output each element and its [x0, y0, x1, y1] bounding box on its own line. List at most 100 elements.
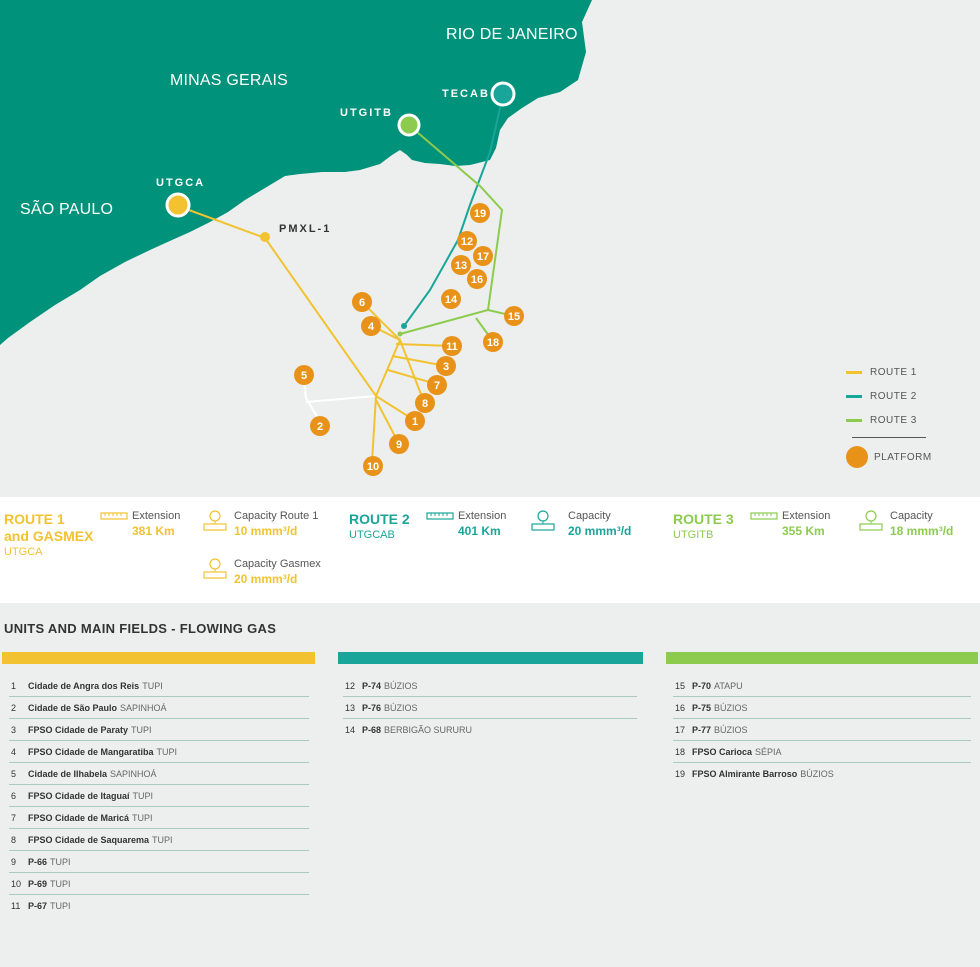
fields-title: UNITS AND MAIN FIELDS - FLOWING GAS	[4, 621, 277, 636]
route2-capacity-label: Capacity	[568, 510, 611, 522]
junction-route2	[401, 323, 407, 329]
field-row: 18 FPSO Carioca SÉPIA	[673, 741, 971, 763]
field-number: 19	[675, 768, 686, 779]
field-number: 18	[675, 746, 686, 757]
route2-heading: ROUTE 2 UTGCAB	[349, 511, 410, 542]
field-number: 11	[11, 900, 21, 911]
field-row: 6 FPSO Cidade de Itaguaí TUPI	[9, 785, 309, 807]
platform-number-10: 10	[367, 461, 379, 473]
field-row: 15 P-70 ATAPU	[673, 675, 971, 697]
route3-extension-value: 355 Km	[782, 524, 825, 538]
route3-swatch	[846, 418, 862, 422]
platform-18	[483, 332, 503, 352]
label-utgitb: UTGITB	[340, 107, 393, 119]
legend-platform: PLATFORM	[846, 445, 936, 469]
field-row: 14 P-68 BERBIGÃO SURURU	[343, 719, 637, 740]
label-pmxl: PMXL-1	[279, 223, 332, 235]
field-name: BERBIGÃO SURURU	[384, 724, 473, 735]
unit-name: P-74	[362, 680, 382, 691]
gauge-icon	[202, 557, 230, 579]
unit-name: P-75	[692, 702, 712, 713]
field-number: 14	[345, 724, 356, 735]
route3-bar	[666, 652, 978, 664]
field-row: 9 P-66 TUPI	[9, 851, 309, 873]
field-number: 16	[675, 702, 686, 713]
field-name: BÚZIOS	[714, 724, 748, 735]
platform-8	[415, 393, 435, 413]
route1-capacity: Capacity Route 1 10 mmm³/d	[202, 509, 318, 539]
fields-section: UNITS AND MAIN FIELDS - FLOWING GAS 1 Cid…	[0, 603, 980, 967]
field-number: 7	[11, 812, 17, 823]
unit-name: FPSO Cidade de Mangaratiba	[28, 746, 154, 757]
platform-13	[451, 255, 471, 275]
junction-route3	[397, 331, 403, 337]
field-row: 5 Cidade de Ilhabela SAPINHOÁ	[9, 763, 309, 785]
platform-19	[470, 203, 490, 223]
route1-bar	[2, 652, 315, 664]
platform-1	[405, 411, 425, 431]
unit-name: P-66	[28, 856, 48, 867]
field-name: TUPI	[50, 878, 71, 889]
field-name: TUPI	[142, 680, 163, 691]
land-mass	[0, 0, 592, 345]
field-row: 13 P-76 BÚZIOS	[343, 697, 637, 719]
legend-route2-label: ROUTE 2	[870, 390, 917, 402]
route2-extension-label: Extension	[458, 510, 507, 522]
unit-name: P-77	[692, 724, 712, 735]
gauge-icon	[202, 509, 230, 531]
fields-list-route3: 15 P-70 ATAPU 16 P-75 BÚZIOS 17 P-77 BÚZIOS 18 FPS…	[673, 675, 971, 784]
unit-name: Cidade de Angra dos Reis	[28, 680, 140, 691]
route3-extension: Extension 355 Km	[750, 509, 830, 539]
route1-heading: ROUTE 1 and GASMEX UTGCA	[4, 511, 93, 559]
tecab-node	[490, 81, 516, 107]
legend-divider	[852, 437, 926, 438]
unit-name: P-69	[28, 878, 48, 889]
ruler-icon	[426, 509, 454, 531]
platform-10	[363, 456, 383, 476]
gasmex-capacity-value: 20 mmm³/d	[234, 572, 298, 586]
field-name: ATAPU	[714, 680, 743, 691]
map-legend: ROUTE 1 ROUTE 2 ROUTE 3 PLATFORM	[846, 360, 936, 469]
field-name: TUPI	[156, 746, 178, 757]
gauge-icon	[858, 509, 886, 531]
field-row: 1 Cidade de Angra dos Reis TUPI	[9, 675, 309, 697]
route1-title2: and GASMEX	[4, 528, 94, 544]
legend-route1-label: ROUTE 1	[870, 366, 917, 378]
field-name: TUPI	[152, 834, 173, 845]
platform-number-2: 2	[317, 421, 323, 433]
utgitb-node	[397, 113, 421, 137]
platform-15	[504, 306, 524, 326]
field-row: 3 FPSO Cidade de Paraty TUPI	[9, 719, 309, 741]
route2-title: ROUTE 2	[349, 511, 410, 527]
platform-14	[441, 289, 461, 309]
field-row: 10 P-69 TUPI	[9, 873, 309, 895]
gasmex-capacity-label: Capacity Gasmex	[234, 558, 321, 570]
unit-name: FPSO Almirante Barroso	[692, 768, 798, 779]
field-number: 8	[11, 834, 17, 845]
field-number: 6	[11, 790, 17, 801]
platform-number-5: 5	[301, 370, 307, 382]
legend-route3-label: ROUTE 3	[870, 414, 917, 426]
field-name: BÚZIOS	[384, 702, 418, 713]
platform-number-13: 13	[455, 260, 467, 272]
platform-7	[427, 375, 447, 395]
platform-5	[294, 365, 314, 385]
field-name: BÚZIOS	[384, 680, 418, 691]
platform-number-1: 1	[412, 416, 418, 428]
route1-extension: Extension 381 Km	[100, 509, 180, 539]
platform-number-9: 9	[396, 439, 402, 451]
platform-2	[310, 416, 330, 436]
route1-extension-value: 381 Km	[132, 524, 175, 538]
route3-title: ROUTE 3	[673, 511, 734, 527]
field-name: TUPI	[50, 856, 71, 867]
platform-number-18: 18	[487, 337, 499, 349]
route2-bar	[338, 652, 643, 664]
legend-route1: ROUTE 1	[846, 360, 936, 384]
platform-number-6: 6	[359, 297, 365, 309]
legend-route2: ROUTE 2	[846, 384, 936, 408]
route1-extension-label: Extension	[132, 510, 181, 522]
connector-5b	[305, 395, 377, 403]
platform-number-17: 17	[477, 251, 489, 263]
ruler-icon	[750, 509, 778, 531]
